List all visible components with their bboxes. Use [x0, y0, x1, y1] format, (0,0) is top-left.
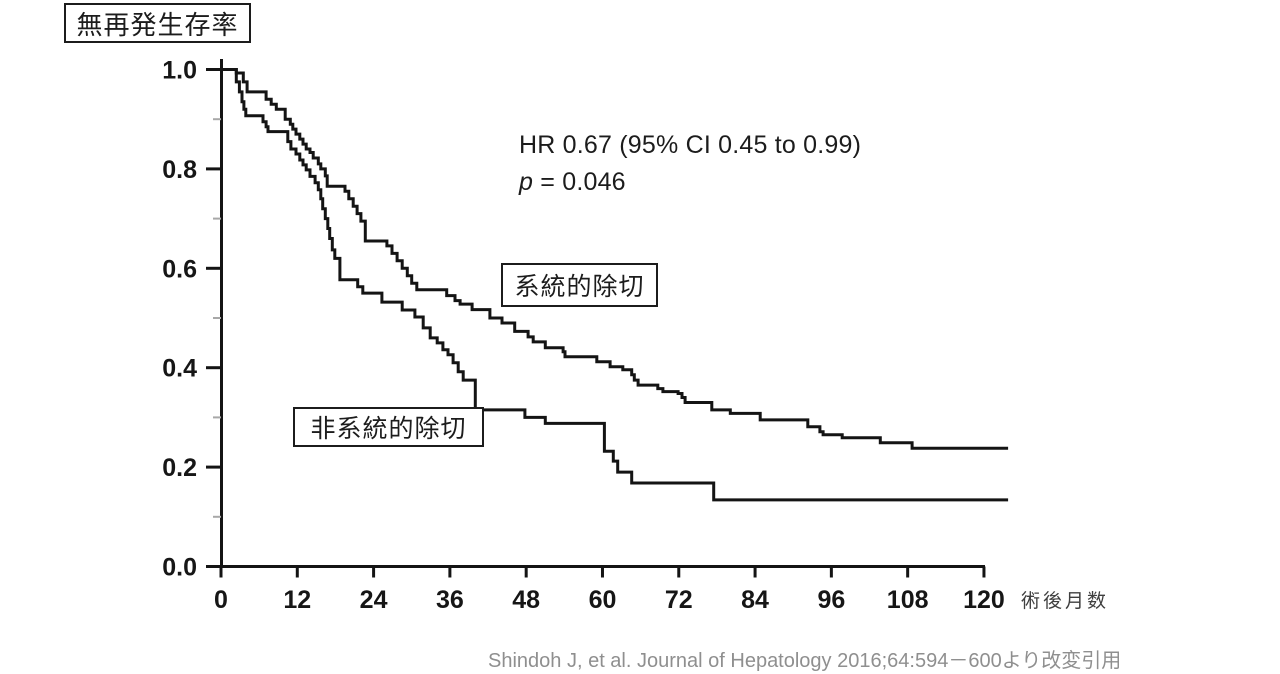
survival-curve-non_systematic_resection: [221, 68, 1009, 502]
hr-line: HR 0.67 (95% CI 0.45 to 0.99): [519, 131, 862, 159]
p-value: = 0.046: [540, 168, 626, 196]
stats-annotation: HR 0.67 (95% CI 0.45 to 0.99) p = 0.046: [519, 127, 861, 201]
series-label-non-systematic: 非系統的除切: [293, 407, 484, 447]
series-label-systematic: 系統的除切: [501, 263, 658, 307]
x-tick-label: 36: [436, 586, 464, 614]
x-tick-label: 60: [589, 586, 617, 614]
x-tick-label: 0: [214, 586, 228, 614]
x-tick-label: 120: [963, 586, 1005, 614]
x-tick-label: 72: [665, 586, 693, 614]
y-tick-label: 0.4: [162, 355, 197, 383]
y-tick-label: 0.2: [162, 454, 197, 482]
x-tick-label: 96: [817, 586, 845, 614]
survival-curve-systematic_resection: [221, 68, 1009, 450]
x-tick-label: 24: [360, 586, 388, 614]
y-axis-title-box: 無再発生存率: [64, 3, 251, 43]
y-tick-label: 0.8: [162, 156, 197, 184]
x-tick-label: 108: [887, 586, 929, 614]
y-tick-label: 1.0: [162, 57, 197, 85]
series-label-systematic-text: 系統的除切: [514, 273, 645, 301]
x-axis-title: 術後月数: [1021, 591, 1110, 612]
x-tick-label: 84: [741, 586, 769, 614]
x-tick-label: 12: [283, 586, 311, 614]
y-axis-title: 無再発生存率: [76, 9, 239, 40]
citation-text: Shindoh J, et al. Journal of Hepatology …: [488, 650, 1122, 672]
p-symbol: p: [519, 168, 534, 196]
series-label-non-systematic-text: 非系統的除切: [310, 415, 467, 443]
x-tick-label: 48: [512, 586, 540, 614]
y-tick-label: 0.0: [162, 554, 197, 582]
y-tick-label: 0.6: [162, 255, 197, 283]
p-value-line: p = 0.046: [519, 164, 861, 201]
